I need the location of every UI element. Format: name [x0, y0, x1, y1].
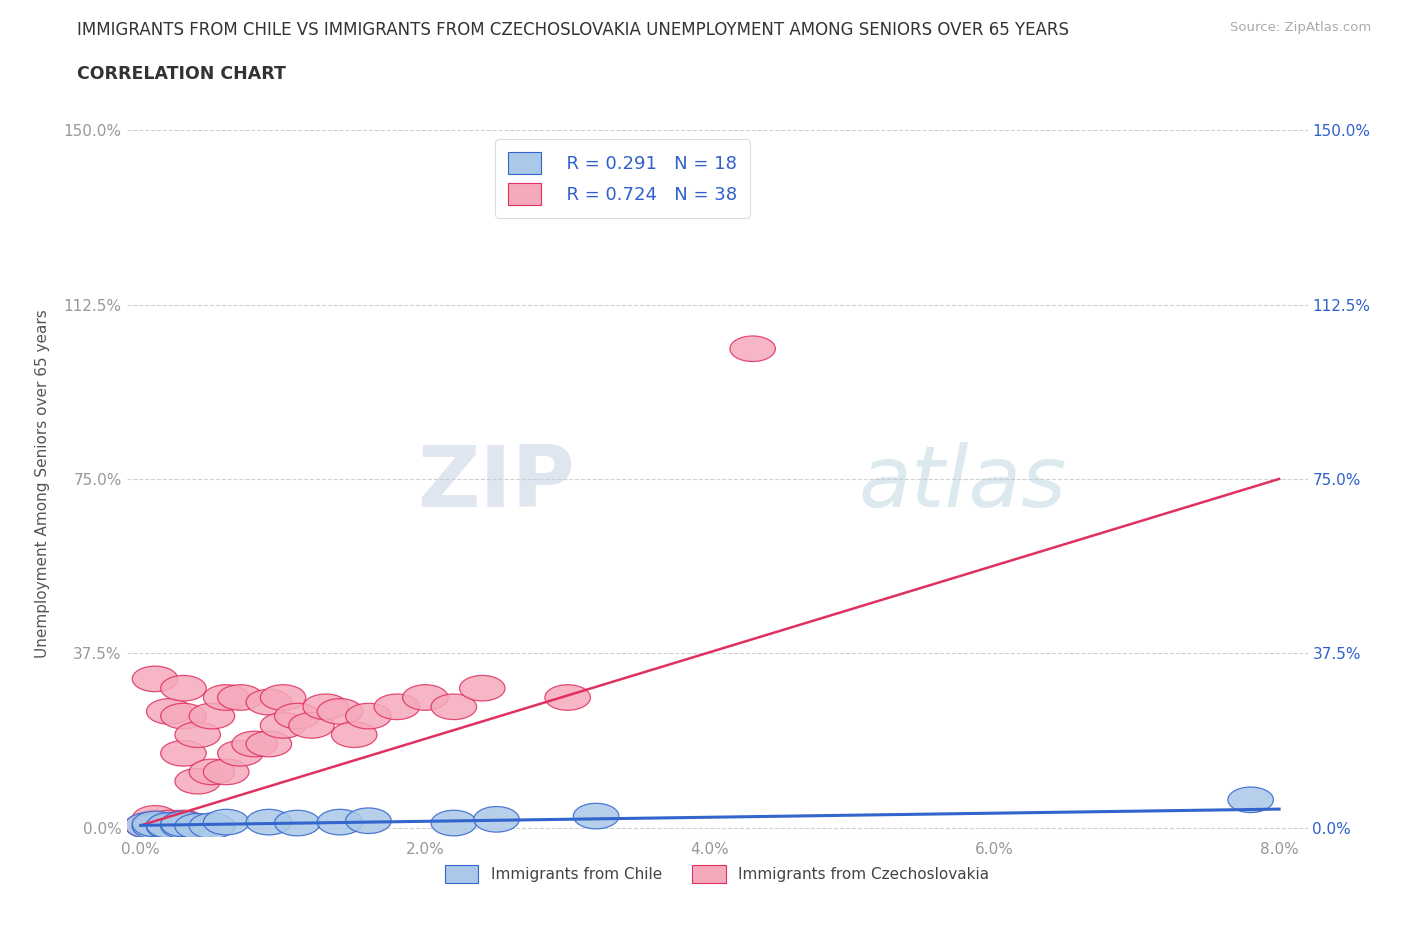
Ellipse shape — [274, 703, 321, 729]
Ellipse shape — [346, 808, 391, 833]
Ellipse shape — [374, 694, 419, 720]
Ellipse shape — [402, 684, 449, 711]
Ellipse shape — [204, 684, 249, 711]
Ellipse shape — [190, 759, 235, 785]
Ellipse shape — [132, 805, 177, 831]
Ellipse shape — [432, 810, 477, 836]
Ellipse shape — [474, 806, 519, 832]
Ellipse shape — [204, 759, 249, 785]
Ellipse shape — [260, 712, 307, 738]
Ellipse shape — [132, 811, 177, 837]
Legend: Immigrants from Chile, Immigrants from Czechoslovakia: Immigrants from Chile, Immigrants from C… — [439, 858, 995, 889]
Ellipse shape — [132, 814, 177, 839]
Ellipse shape — [574, 804, 619, 829]
Y-axis label: Unemployment Among Seniors over 65 years: Unemployment Among Seniors over 65 years — [35, 309, 49, 658]
Text: Source: ZipAtlas.com: Source: ZipAtlas.com — [1230, 21, 1371, 34]
Ellipse shape — [174, 768, 221, 794]
Ellipse shape — [730, 336, 775, 362]
Ellipse shape — [160, 740, 207, 766]
Ellipse shape — [318, 809, 363, 835]
Ellipse shape — [125, 813, 170, 838]
Ellipse shape — [546, 684, 591, 711]
Ellipse shape — [218, 684, 263, 711]
Ellipse shape — [174, 722, 221, 748]
Ellipse shape — [190, 813, 235, 839]
Ellipse shape — [246, 689, 291, 715]
Ellipse shape — [132, 810, 177, 836]
Ellipse shape — [460, 675, 505, 701]
Text: IMMIGRANTS FROM CHILE VS IMMIGRANTS FROM CZECHOSLOVAKIA UNEMPLOYMENT AMONG SENIO: IMMIGRANTS FROM CHILE VS IMMIGRANTS FROM… — [77, 21, 1070, 39]
Text: atlas: atlas — [859, 442, 1067, 525]
Ellipse shape — [160, 813, 207, 838]
Ellipse shape — [346, 703, 391, 729]
Ellipse shape — [246, 809, 291, 835]
Ellipse shape — [146, 813, 193, 838]
Ellipse shape — [160, 811, 207, 837]
Ellipse shape — [125, 813, 170, 838]
Ellipse shape — [132, 666, 177, 692]
Ellipse shape — [302, 694, 349, 720]
Ellipse shape — [288, 712, 335, 738]
Ellipse shape — [160, 810, 207, 836]
Ellipse shape — [274, 810, 321, 836]
Text: CORRELATION CHART: CORRELATION CHART — [77, 65, 287, 83]
Ellipse shape — [160, 675, 207, 701]
Ellipse shape — [190, 703, 235, 729]
Ellipse shape — [260, 684, 307, 711]
Ellipse shape — [146, 813, 193, 838]
Ellipse shape — [232, 731, 277, 757]
Ellipse shape — [146, 810, 193, 836]
Ellipse shape — [332, 722, 377, 748]
Text: ZIP: ZIP — [418, 442, 575, 525]
Ellipse shape — [246, 731, 291, 757]
Ellipse shape — [318, 698, 363, 724]
Ellipse shape — [160, 813, 207, 839]
Ellipse shape — [432, 694, 477, 720]
Ellipse shape — [204, 809, 249, 835]
Ellipse shape — [160, 703, 207, 729]
Ellipse shape — [132, 814, 177, 839]
Ellipse shape — [1227, 787, 1274, 813]
Ellipse shape — [146, 698, 193, 724]
Ellipse shape — [218, 740, 263, 766]
Ellipse shape — [146, 814, 193, 840]
Ellipse shape — [174, 814, 221, 839]
